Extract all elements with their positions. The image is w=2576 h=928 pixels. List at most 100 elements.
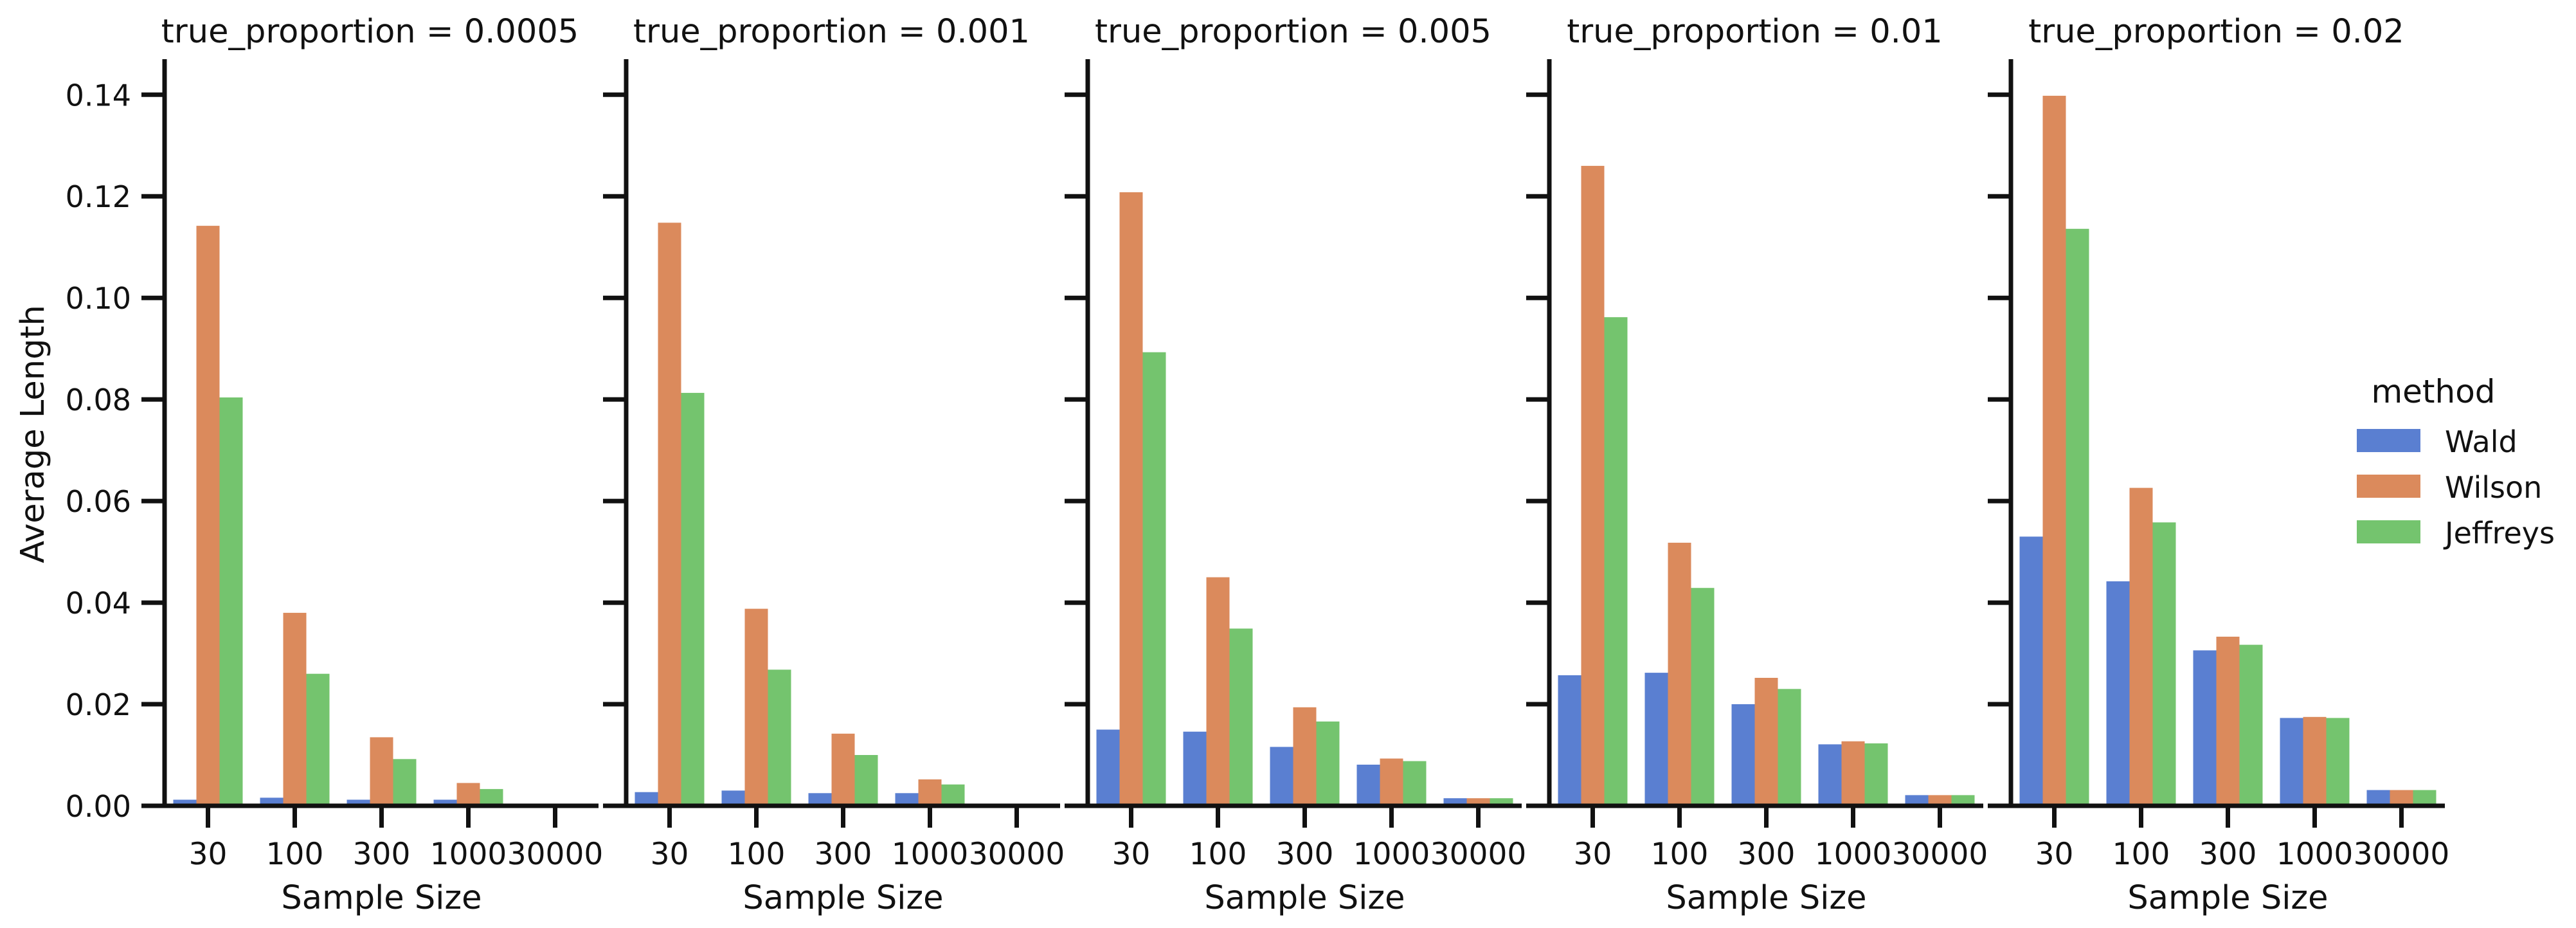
- bar-jeffreys: [2152, 522, 2176, 806]
- x-tick-label: 1000: [2276, 837, 2354, 872]
- x-tick-label: 30: [651, 837, 689, 872]
- bar-wilson: [1293, 707, 1317, 806]
- bar-wilson: [1119, 192, 1143, 806]
- legend-swatch-wald: [2357, 429, 2420, 452]
- bar-wilson: [1581, 165, 1605, 806]
- facet-panel: true_proportion = 0.02 30 100 300 1000 30000 S…: [1988, 13, 2449, 917]
- legend-label-wilson: Wilson: [2445, 470, 2542, 505]
- bar-jeffreys: [219, 397, 243, 806]
- y-tick-label: 0.06: [66, 484, 131, 519]
- bar-wilson: [1841, 741, 1865, 806]
- panel-title: true_proportion = 0.005: [1095, 13, 1491, 51]
- bar-jeffreys: [681, 392, 705, 806]
- x-axis-title: Sample Size: [743, 879, 943, 917]
- x-tick-label: 100: [1651, 837, 1709, 872]
- bar-wilson: [1206, 577, 1230, 806]
- x-tick-label: 1000: [1353, 837, 1430, 872]
- bar-wald: [1905, 795, 1929, 806]
- facet-panel: true_proportion = 0.005 30 100 300 1000 30000…: [1065, 13, 1526, 917]
- panel-title: true_proportion = 0.02: [2028, 13, 2404, 51]
- bar-jeffreys: [1778, 689, 1801, 806]
- facet-panel: true_proportion = 0.001 30 100 300 1000 30000…: [603, 13, 1065, 917]
- x-tick-label: 30000: [1892, 837, 1988, 872]
- x-tick-label: 300: [1276, 837, 1334, 872]
- y-tick-label: 0.00: [66, 789, 131, 824]
- y-tick-label: 0.10: [66, 281, 131, 316]
- bar-wald: [1270, 747, 1293, 806]
- bar-wilson: [744, 608, 768, 806]
- legend-swatch-jeffreys: [2357, 520, 2420, 543]
- legend-title: method: [2371, 373, 2495, 410]
- x-tick-label: 100: [266, 837, 324, 872]
- y-axis-title: Average Length: [14, 305, 52, 563]
- bar-wilson: [831, 733, 855, 806]
- bar-wilson: [456, 783, 480, 806]
- bar-jeffreys: [1403, 761, 1427, 806]
- x-axis-title: Sample Size: [1204, 879, 1405, 917]
- x-tick-label: 100: [728, 837, 786, 872]
- bar-wilson: [918, 779, 942, 806]
- x-tick-label: 300: [353, 837, 411, 872]
- bar-wald: [808, 793, 832, 806]
- bar-wald: [895, 793, 919, 806]
- bar-wilson: [370, 737, 393, 806]
- bar-wald: [2106, 581, 2130, 806]
- bar-jeffreys: [306, 673, 330, 806]
- bar-wilson: [1668, 542, 1691, 806]
- bar-wald: [2280, 718, 2303, 806]
- x-axis-title: Sample Size: [281, 879, 482, 917]
- bar-jeffreys: [2066, 228, 2089, 806]
- x-tick-label: 30000: [507, 837, 604, 872]
- x-tick-label: 100: [2112, 837, 2170, 872]
- bar-wilson: [1754, 678, 1778, 806]
- legend: method Wald Wilson Jeffreys: [2357, 373, 2555, 550]
- bar-wald: [2193, 650, 2217, 806]
- bar-jeffreys: [2413, 790, 2436, 806]
- x-tick-label: 100: [1189, 837, 1247, 872]
- y-tick-label: 0.14: [66, 78, 131, 113]
- bar-wald: [433, 799, 457, 806]
- bar-jeffreys: [1951, 795, 1975, 806]
- bar-wald: [1183, 731, 1207, 806]
- bar-wald: [635, 792, 658, 806]
- bar-wald: [2019, 536, 2043, 806]
- facet-panel: true_proportion = 0.0005 0.00 0.02 0.04 0.06…: [66, 13, 604, 917]
- x-tick-label: 30000: [969, 837, 1065, 872]
- x-tick-label: 30000: [1430, 837, 1527, 872]
- x-tick-label: 30: [2035, 837, 2074, 872]
- bar-jeffreys: [1316, 721, 1340, 806]
- bar-wilson: [2129, 487, 2153, 806]
- bar-jeffreys: [480, 788, 503, 806]
- bar-jeffreys: [768, 669, 791, 806]
- bar-wilson: [283, 612, 307, 806]
- bar-wilson: [2042, 95, 2066, 806]
- bar-jeffreys: [854, 755, 878, 806]
- bar-jeffreys: [1604, 317, 1628, 806]
- bar-wilson: [1466, 798, 1490, 806]
- panels: true_proportion = 0.0005 0.00 0.02 0.04 0.06…: [66, 13, 2450, 917]
- bar-wald: [1558, 675, 1581, 806]
- bar-wald: [2366, 790, 2390, 806]
- bar-wilson: [658, 223, 681, 806]
- x-tick-label: 300: [1738, 837, 1796, 872]
- bar-jeffreys: [1229, 628, 1253, 806]
- panel-title: true_proportion = 0.0005: [161, 13, 579, 51]
- y-tick-label: 0.12: [66, 179, 131, 214]
- bar-jeffreys: [393, 759, 417, 806]
- x-tick-label: 1000: [1815, 837, 1892, 872]
- bar-jeffreys: [2326, 718, 2350, 806]
- x-tick-label: 30000: [2354, 837, 2450, 872]
- bar-wald: [173, 799, 197, 806]
- bar-wald: [1443, 798, 1467, 806]
- bar-jeffreys: [1490, 798, 1513, 806]
- x-tick-label: 30: [1112, 837, 1151, 872]
- x-tick-label: 30: [1574, 837, 1612, 872]
- bar-wald: [721, 790, 745, 806]
- x-tick-label: 1000: [892, 837, 969, 872]
- bar-wilson: [196, 226, 220, 806]
- bar-wilson: [2216, 637, 2240, 806]
- bar-wald: [1818, 744, 1842, 806]
- bar-jeffreys: [2239, 644, 2263, 806]
- y-tick-label: 0.08: [66, 383, 131, 417]
- bar-wilson: [1380, 758, 1403, 806]
